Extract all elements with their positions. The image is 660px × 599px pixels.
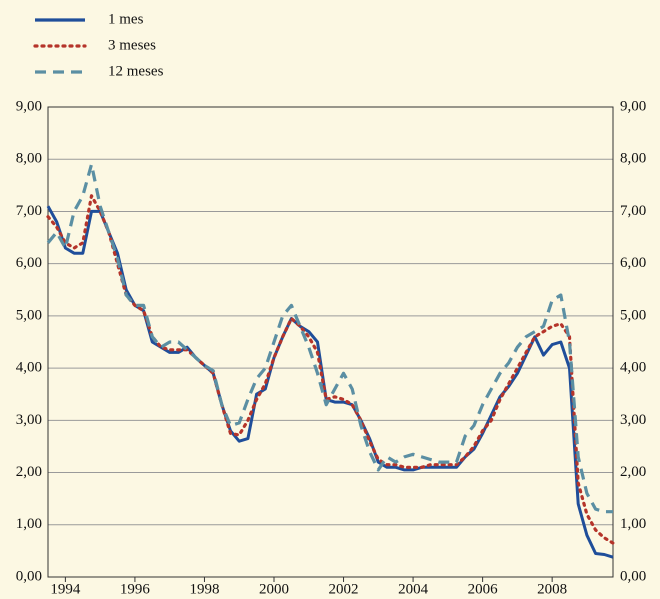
y-tick-label: 8,00 [16,151,42,167]
y-tick-label: 4,00 [16,360,42,376]
y2-tick-label: 4,00 [620,360,646,376]
y2-tick-label: 9,00 [620,98,646,114]
y2-tick-label: 0,00 [620,568,646,584]
x-tick-label: 1998 [189,581,219,597]
y2-tick-label: 3,00 [620,412,646,428]
y2-tick-label: 6,00 [620,255,646,271]
series-line [46,162,613,514]
y-tick-label: 5,00 [16,307,42,323]
y2-tick-label: 1,00 [620,516,646,532]
legend-label: 1 mes [108,11,144,27]
y-tick-label: 1,00 [16,516,42,532]
y-tick-label: 7,00 [16,203,42,219]
y-tick-label: 9,00 [16,98,42,114]
legend-label: 3 meses [108,37,156,53]
y2-tick-label: 5,00 [620,307,646,323]
x-tick-label: 2004 [398,581,429,597]
plot-frame [47,106,614,578]
x-tick-label: 2000 [259,581,289,597]
y-tick-label: 0,00 [16,568,42,584]
y2-tick-label: 8,00 [620,151,646,167]
x-tick-label: 2008 [537,581,567,597]
y-tick-label: 2,00 [16,464,42,480]
y2-tick-label: 2,00 [620,464,646,480]
legend-label: 12 meses [108,63,164,79]
x-tick-label: 1994 [50,581,81,597]
series-line [46,194,615,545]
y2-tick-label: 7,00 [620,203,646,219]
y-tick-label: 6,00 [16,255,42,271]
y-tick-label: 3,00 [16,412,42,428]
x-tick-label: 2006 [468,581,499,597]
x-tick-label: 1996 [120,581,151,597]
x-tick-label: 2002 [329,581,359,597]
